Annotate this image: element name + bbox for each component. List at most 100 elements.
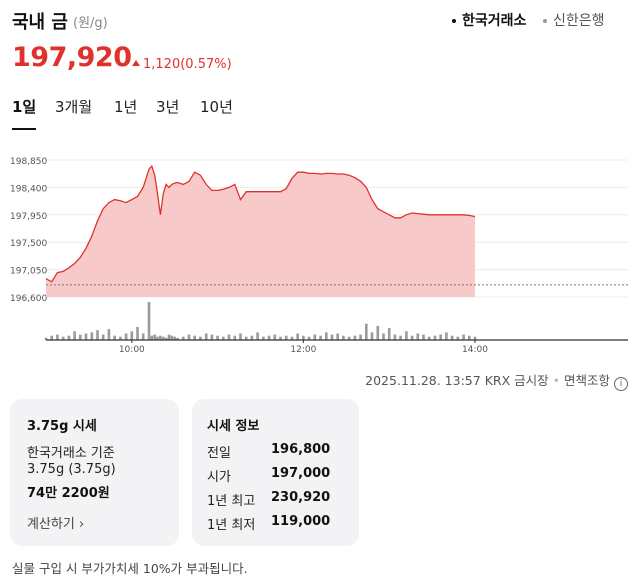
volume-bar — [210, 334, 214, 340]
info-row-label: 1년 최고 — [207, 494, 256, 509]
y-tick-label: 197,500 — [10, 239, 47, 249]
volume-bar — [124, 333, 128, 340]
disclaimer-link[interactable]: 면책조항 — [563, 373, 610, 388]
volume-bar — [67, 335, 71, 340]
volume-bar — [450, 335, 454, 340]
volume-bar — [233, 335, 237, 340]
vat-footnote: 실물 구입 시 부가가치세 10%가 부과됩니다. — [12, 561, 248, 576]
volume-bar — [250, 335, 254, 340]
unit-label: (원/g) — [73, 16, 108, 31]
volume-bar — [56, 334, 59, 340]
info-card: 시세 정보 전일 196,800 시가 197,000 1년 최고 230,92… — [192, 399, 359, 546]
volume-bar — [439, 334, 442, 340]
info-row-value: 230,920 — [271, 490, 331, 505]
volume-bar — [107, 329, 111, 340]
calculate-link[interactable]: 계산하기 › — [27, 513, 84, 532]
volume-bar — [462, 334, 465, 340]
volume-bar — [468, 335, 471, 340]
info-row-label: 전일 — [207, 446, 231, 461]
volume-bar — [393, 334, 397, 340]
bullet-icon — [452, 19, 456, 23]
y-tick-label: 198,400 — [10, 184, 47, 194]
volume-bar — [227, 334, 231, 340]
up-triangle-icon — [132, 60, 140, 66]
source-tab-label: 신한은행 — [553, 13, 605, 29]
timestamp-datetime: 2025.11.28. 13:57 — [365, 373, 481, 388]
volume-bar — [79, 334, 82, 340]
tab-3m[interactable]: 3개월 — [55, 98, 93, 116]
tab-10y[interactable]: 10년 — [200, 98, 233, 116]
volume-bar — [216, 335, 219, 340]
price-change: 1,120(0.57%) — [132, 57, 232, 72]
source-tab-krx[interactable]: 한국거래소 — [452, 10, 526, 30]
separator-dot: • — [552, 373, 560, 388]
volume-bar — [187, 334, 191, 340]
volume-bar — [313, 334, 317, 340]
volume-bar — [239, 333, 242, 340]
y-tick-label: 198,850 — [10, 157, 47, 167]
quote-amount: 74만 2200원 — [27, 486, 110, 501]
volume-bar — [162, 336, 165, 340]
volume-bar — [113, 335, 116, 340]
active-tab-underline — [12, 128, 36, 130]
volume-bar — [267, 335, 271, 340]
volume-bar — [399, 335, 402, 340]
timestamp-line: 2025.11.28. 13:57 KRX 금시장 • 면책조항 i — [365, 370, 628, 391]
info-row-value: 197,000 — [271, 466, 331, 481]
info-row-value: 196,800 — [271, 442, 331, 457]
volume-bar — [376, 325, 380, 340]
tab-3y[interactable]: 3년 — [156, 98, 180, 116]
volume-bar — [347, 336, 351, 340]
volume-bar — [473, 336, 477, 340]
volume-bar — [353, 335, 357, 340]
volume-bar — [273, 334, 277, 340]
volume-bar — [193, 335, 196, 340]
volume-bar — [204, 333, 208, 340]
volume-bar — [342, 335, 345, 340]
volume-bar — [422, 334, 425, 340]
volume-bar — [164, 337, 168, 340]
volume-bar — [150, 335, 154, 340]
calculate-label: 계산하기 — [27, 517, 75, 532]
tab-1y[interactable]: 1년 — [114, 98, 138, 116]
quote-card: 3.75g 시세 한국거래소 기준 3.75g (3.75g) 74만 2200… — [10, 399, 179, 546]
volume-bar — [44, 337, 48, 340]
volume-bar — [336, 333, 339, 340]
volume-bar — [176, 337, 179, 340]
volume-bar — [84, 333, 88, 340]
info-icon[interactable]: i — [614, 377, 628, 391]
volume-bar — [50, 335, 53, 340]
change-percent: (0.57%) — [180, 57, 232, 72]
volume-bar — [147, 302, 151, 340]
chevron-right-icon: › — [78, 517, 85, 532]
volume-bar — [101, 334, 105, 340]
volume-bar — [73, 331, 76, 340]
volume-bar — [61, 336, 65, 340]
price-area — [46, 166, 475, 297]
current-price: 197,920 — [12, 42, 132, 73]
volume-bar — [433, 335, 437, 340]
volume-bar — [170, 335, 174, 340]
volume-bar — [153, 334, 156, 340]
quote-weight: 3.75g (3.75g) — [27, 462, 116, 477]
bullet-icon — [543, 19, 547, 23]
volume-bar — [410, 335, 414, 340]
volume-bar — [244, 336, 248, 340]
tab-1d[interactable]: 1일 — [12, 98, 37, 116]
info-card-title: 시세 정보 — [207, 419, 260, 434]
price-chart[interactable]: 198,850 198,400 197,950 197,500 197,050 196,6… — [0, 140, 640, 360]
volume-bar — [405, 331, 408, 340]
volume-bar — [382, 333, 385, 340]
volume-bar — [156, 336, 159, 340]
volume-bar — [325, 332, 328, 340]
asset-title: 국내 금 — [12, 12, 68, 33]
source-tab-shinhan[interactable]: 신한은행 — [543, 10, 605, 30]
volume-bar — [307, 336, 311, 340]
volume-bar — [365, 323, 368, 340]
volume-bar — [119, 336, 122, 340]
volume-bar — [279, 336, 282, 340]
volume-bar — [90, 332, 94, 340]
quote-basis: 한국거래소 기준 — [27, 446, 115, 461]
volume-bar — [130, 331, 134, 340]
timestamp-source: KRX 금시장 — [484, 373, 549, 388]
